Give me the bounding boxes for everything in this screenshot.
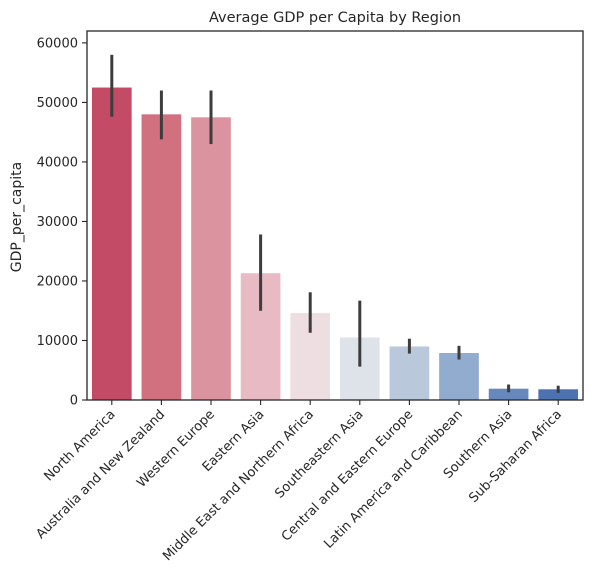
x-tick-label: Southeastern Asia xyxy=(272,407,366,501)
x-tick-label: Sub-Saharan Africa xyxy=(466,407,565,506)
bar xyxy=(141,114,182,401)
y-axis: 0 10000 20000 30000 40000 50000 60000 xyxy=(37,36,87,409)
bars-group xyxy=(91,87,579,401)
y-tick-label: 0 xyxy=(70,394,78,409)
bar xyxy=(488,388,529,400)
bar xyxy=(538,389,579,400)
y-tick-label: 50000 xyxy=(37,96,78,111)
chart-title: Average GDP per Capita by Region xyxy=(209,10,461,26)
bar xyxy=(91,87,132,401)
y-tick-label: 40000 xyxy=(37,155,78,170)
y-tick-label: 30000 xyxy=(37,215,78,230)
y-tick-label: 10000 xyxy=(37,334,78,349)
y-axis-label: GDP_per_capita xyxy=(9,162,25,272)
bar xyxy=(439,352,479,400)
bar xyxy=(389,346,430,400)
plot-frame xyxy=(86,30,584,401)
y-tick-label: 60000 xyxy=(37,36,78,51)
bar xyxy=(191,117,231,400)
y-tick-label: 20000 xyxy=(37,274,78,289)
error-bars-group xyxy=(110,54,560,393)
